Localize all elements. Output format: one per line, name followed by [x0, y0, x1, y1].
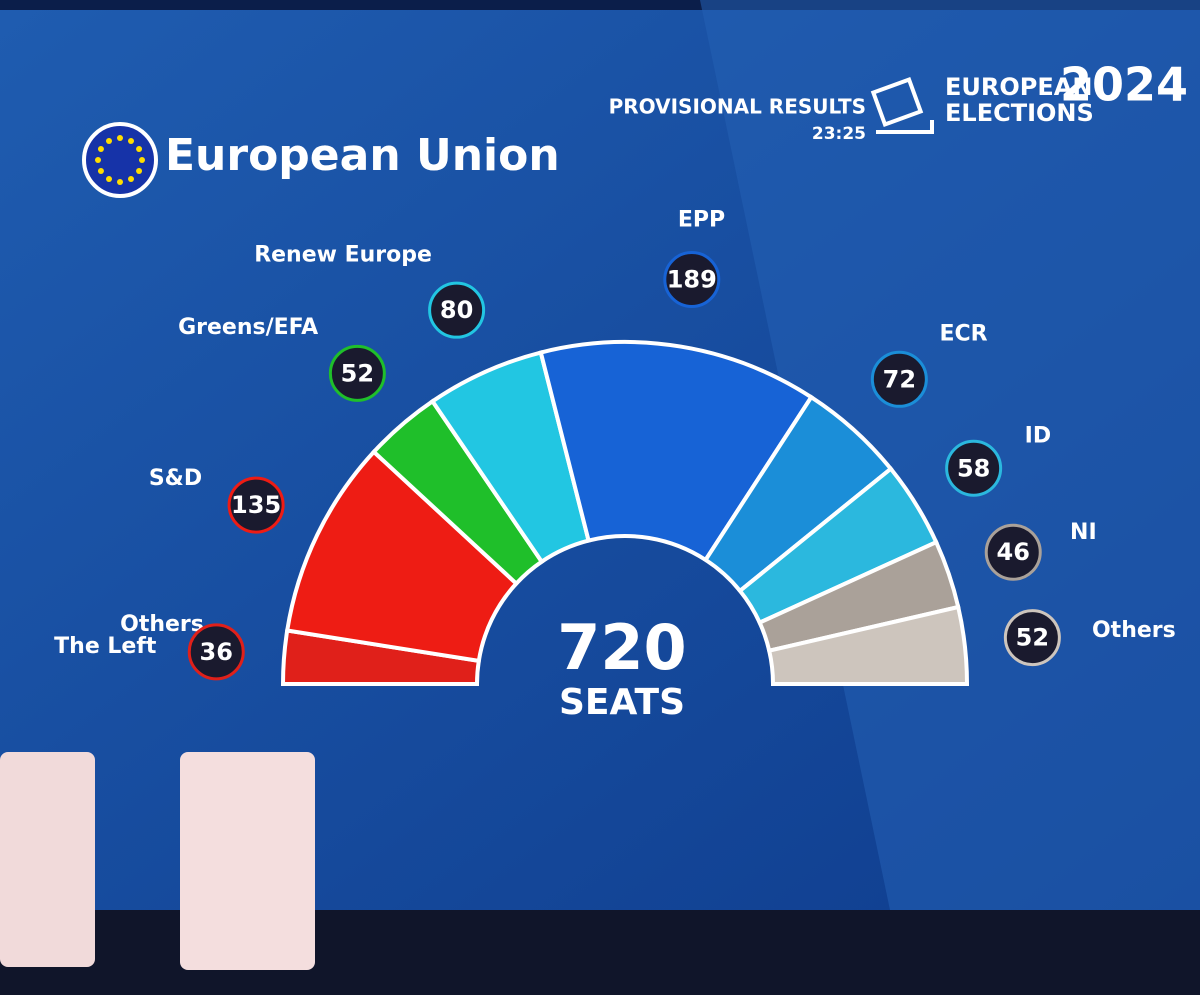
ballot-icon	[870, 76, 934, 134]
year: 2024	[1060, 58, 1188, 112]
value-label: 52	[341, 359, 374, 387]
flag-star	[95, 157, 101, 163]
value-badge	[984, 523, 1042, 581]
wedge	[766, 604, 970, 686]
event-line: ELECTIONS	[945, 99, 1094, 127]
ballot-box	[876, 120, 934, 134]
eu-flag	[82, 122, 158, 198]
total-label: SEATS	[559, 682, 685, 723]
flag-star	[136, 146, 143, 152]
value-badge	[187, 623, 245, 681]
value-label: 46	[997, 538, 1030, 566]
wedge	[284, 449, 520, 664]
flag-star	[97, 168, 104, 174]
value-label: 36	[200, 638, 233, 666]
value-badge	[227, 476, 285, 534]
total: 720	[557, 611, 686, 684]
party-label: Renew Europe	[254, 242, 432, 267]
flag-star	[136, 168, 143, 174]
value-badge	[328, 344, 386, 402]
flag-disc	[82, 122, 158, 198]
flag-star	[139, 157, 145, 163]
value-label: 52	[1016, 624, 1049, 652]
flag-star	[106, 176, 112, 183]
party-label: Greens/EFA	[178, 315, 318, 340]
flag-star	[97, 146, 104, 152]
flag-star	[128, 176, 134, 183]
value-label: 72	[883, 365, 916, 393]
ballot	[870, 76, 924, 128]
party-label: S&D	[149, 466, 202, 491]
party-label: NI	[1070, 520, 1097, 545]
value-label: 80	[440, 296, 473, 324]
annotation: Others	[120, 612, 204, 637]
time: 23:25	[812, 124, 866, 144]
value-label: 58	[957, 454, 990, 482]
status: PROVISIONAL RESULTS	[609, 95, 866, 119]
event-line: EUROPEAN	[945, 73, 1092, 101]
value-label: 135	[231, 491, 281, 519]
flag-star	[117, 179, 123, 185]
value-badge	[663, 250, 721, 308]
value-label: 189	[667, 265, 717, 293]
chart-title: European Union	[165, 130, 560, 181]
party-label: The Left	[54, 634, 157, 659]
party-label: ECR	[939, 322, 987, 347]
value-badge	[945, 439, 1003, 497]
value-badge	[870, 350, 928, 408]
party-label: ID	[1025, 424, 1051, 449]
party-label: Others	[1092, 618, 1176, 643]
podium	[0, 752, 95, 967]
podium	[180, 752, 315, 970]
wedge	[538, 340, 815, 563]
value-badge	[428, 281, 486, 339]
flag-star	[117, 135, 123, 141]
speaker-podiums	[0, 752, 315, 970]
flag-star	[128, 137, 134, 144]
value-badge	[1003, 609, 1061, 667]
party-label: EPP	[678, 207, 725, 232]
flag-star	[106, 137, 112, 144]
